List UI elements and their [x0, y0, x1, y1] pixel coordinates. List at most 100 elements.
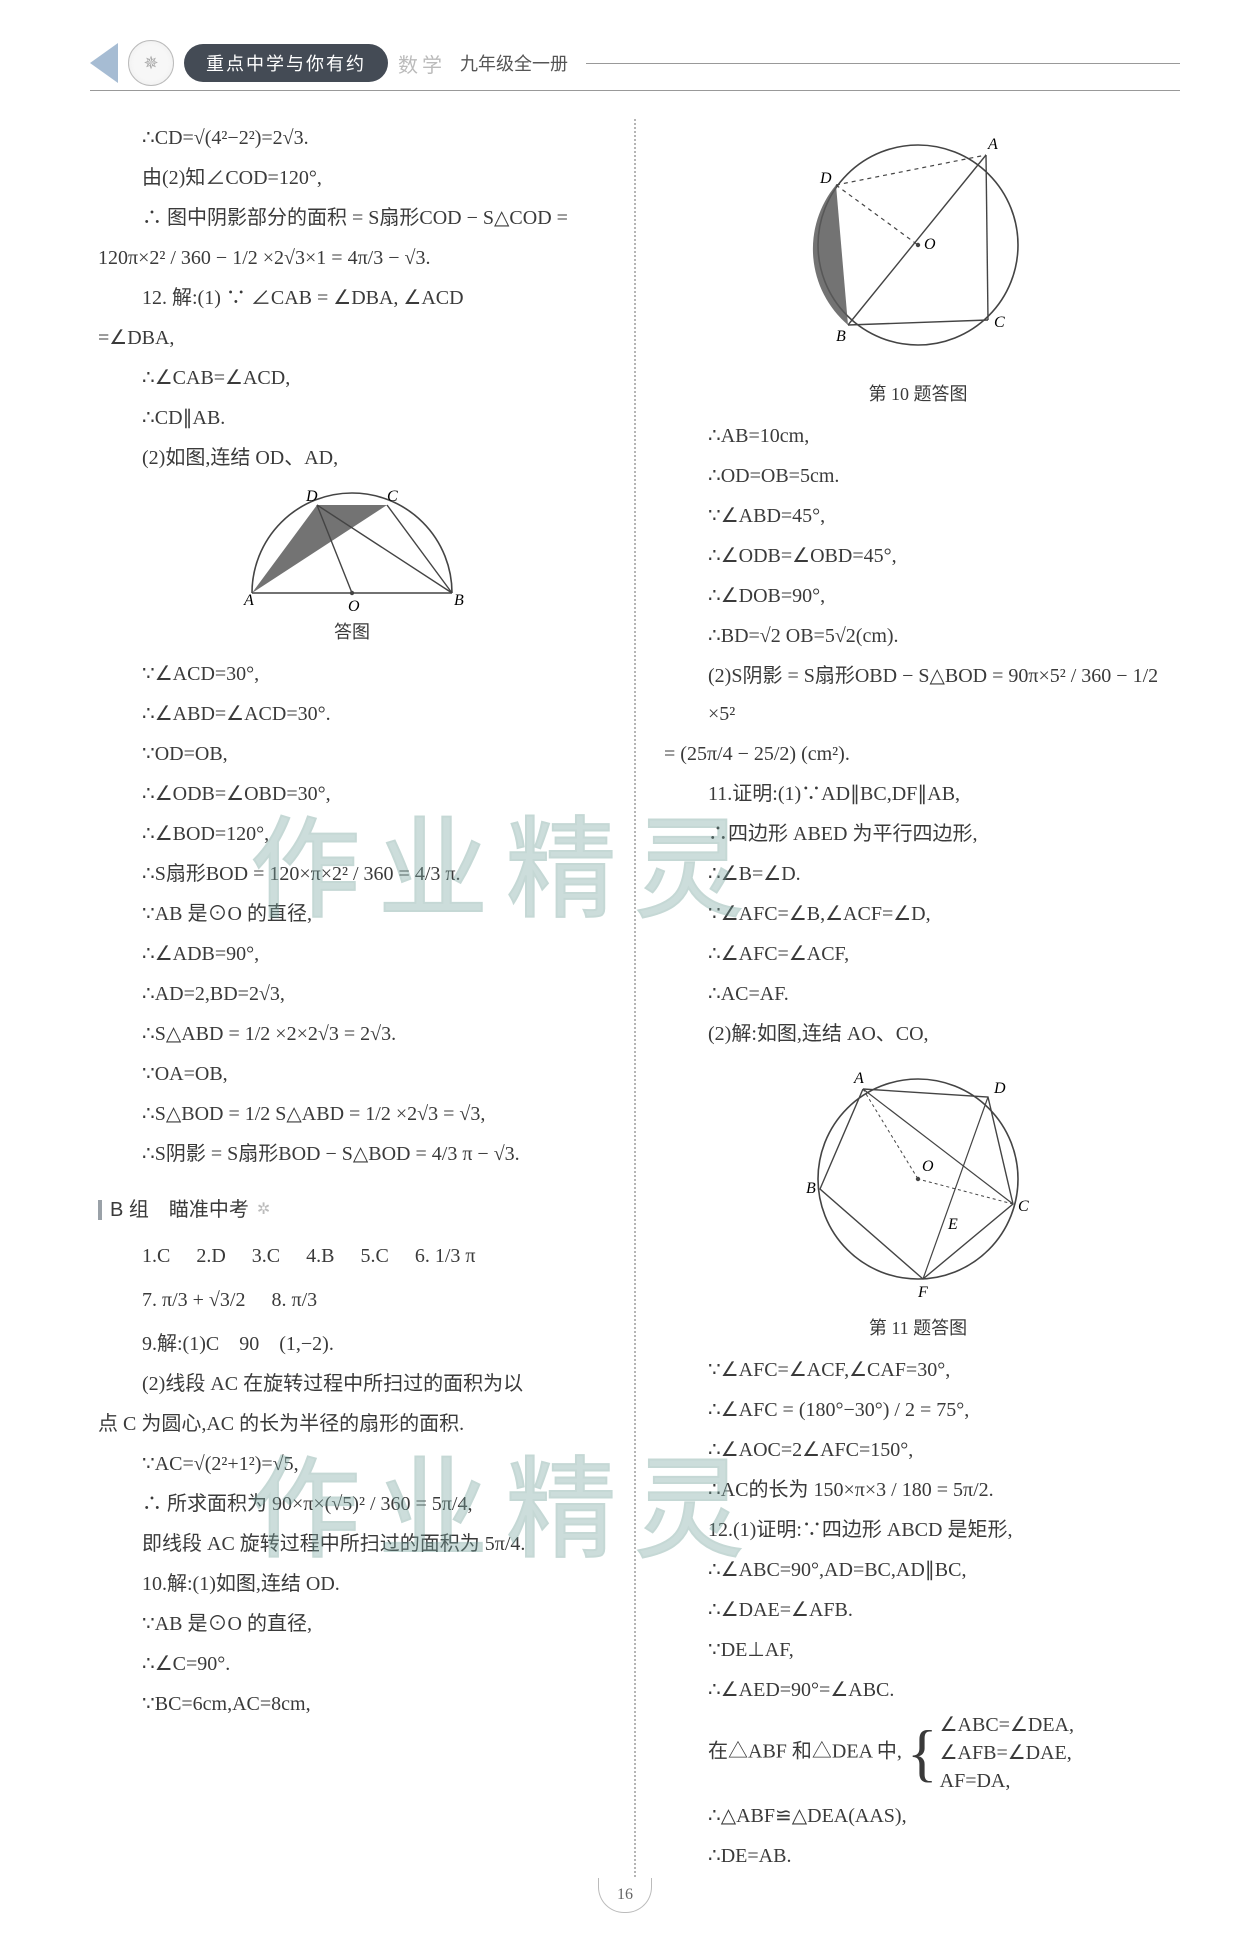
answer-row: 7. π/3 + √3/2 8. π/3 — [98, 1281, 606, 1319]
math-line: 9.解:(1)C 90 (1,−2). — [98, 1325, 606, 1363]
math-line: ∵AB 是⊙O 的直径, — [98, 1605, 606, 1643]
brace-intro: 在△ABF 和△DEA 中, — [708, 1741, 902, 1763]
math-line: ∴AC的长为 150×π×3 / 180 = 5π/2. — [664, 1471, 1172, 1509]
header-medal-icon: ✵ — [128, 40, 174, 86]
math-line: (2)如图,连结 OD、AD, — [98, 439, 606, 477]
math-line: ∴S△ABD = 1/2 ×2×2√3 = 2√3. — [98, 1015, 606, 1053]
math-line: (2)S阴影 = S扇形OBD − S△BOD = 90π×5² / 360 −… — [664, 657, 1172, 733]
grade-label: 九年级全一册 — [460, 50, 568, 76]
math-line: ∴CD=√(4²−2²)=2√3. — [98, 119, 606, 157]
math-line: 点 C 为圆心,AC 的长为半径的扇形的面积. — [98, 1405, 606, 1443]
answer-item: 8. π/3 — [271, 1281, 317, 1319]
math-line: ∴ 图中阴影部分的面积 = S扇形COD − S△COD = — [98, 199, 606, 237]
figure-q10: A B C D O 第 10 题答图 — [664, 125, 1172, 411]
math-line: 120π×2² / 360 − 1/2 ×2√3×1 = 4π/3 − √3. — [98, 239, 606, 277]
math-line: ∴∠AFC = (180°−30°) / 2 = 75°, — [664, 1391, 1172, 1429]
svg-text:C: C — [387, 488, 398, 505]
answer-item: 1.C — [142, 1237, 170, 1275]
header-rule — [586, 63, 1180, 64]
svg-text:B: B — [836, 328, 846, 345]
math-line: ∴BD=√2 OB=5√2(cm). — [664, 617, 1172, 655]
math-line: ∴∠AFC=∠ACF, — [664, 935, 1172, 973]
math-line: ∴∠C=90°. — [98, 1645, 606, 1683]
math-line: ∵∠ABD=45°, — [664, 497, 1172, 535]
math-line: ∴∠ABC=90°,AD=BC,AD∥BC, — [664, 1551, 1172, 1589]
svg-text:O: O — [924, 236, 936, 253]
series-title-pill: 重点中学与你有约 — [184, 44, 388, 82]
brace-item: ∠AFB=∠DAE, — [940, 1739, 1074, 1767]
math-line: ∴∠ABD=∠ACD=30°. — [98, 695, 606, 733]
math-line: ∵AB 是⊙O 的直径, — [98, 895, 606, 933]
svg-text:O: O — [348, 598, 360, 613]
svg-text:B: B — [454, 592, 464, 609]
math-line: ∵∠AFC=∠ACF,∠CAF=30°, — [664, 1351, 1172, 1389]
section-bar-icon — [98, 1200, 102, 1220]
content-columns: ∴CD=√(4²−2²)=2√3. 由(2)知∠COD=120°, ∴ 图中阴影… — [90, 119, 1180, 1877]
math-line: ∴AB=10cm, — [664, 417, 1172, 455]
svg-text:D: D — [993, 1080, 1006, 1097]
brace-line: 在△ABF 和△DEA 中, { ∠ABC=∠DEA, ∠AFB=∠DAE, A… — [664, 1711, 1172, 1795]
math-line: (2)解:如图,连结 AO、CO, — [664, 1015, 1172, 1053]
math-line: ∴∠ODB=∠OBD=45°, — [664, 537, 1172, 575]
header-triangle-icon — [90, 43, 118, 83]
page: ✵ 重点中学与你有约 数学 九年级全一册 作业精灵 作业精灵 ∴CD=√(4²−… — [0, 0, 1250, 1937]
page-number: 16 — [598, 1878, 652, 1913]
right-column: A B C D O 第 10 题答图 ∴AB=10cm, ∴OD=OB=5cm.… — [638, 119, 1180, 1877]
svg-text:F: F — [917, 1284, 928, 1301]
answer-item: 7. π/3 + √3/2 — [142, 1281, 245, 1319]
figure-caption: 第 11 题答图 — [664, 1311, 1172, 1345]
math-line: ∴S扇形BOD = 120×π×2² / 360 = 4/3 π. — [98, 855, 606, 893]
svg-text:B: B — [806, 1180, 816, 1197]
math-line: = (25π/4 − 25/2) (cm²). — [664, 735, 1172, 773]
math-line: ∵AC=√(2²+1²)=√5, — [98, 1445, 606, 1483]
math-line: ∵∠AFC=∠B,∠ACF=∠D, — [664, 895, 1172, 933]
math-line: ∵BC=6cm,AC=8cm, — [98, 1685, 606, 1723]
subject-label: 数学 — [398, 49, 446, 78]
math-line: ∴∠DAE=∠AFB. — [664, 1591, 1172, 1629]
svg-text:C: C — [994, 314, 1005, 331]
math-line: ∴∠DOB=90°, — [664, 577, 1172, 615]
math-line: 即线段 AC 旋转过程中所扫过的面积为 5π/4. — [98, 1525, 606, 1563]
math-line: (2)线段 AC 在旋转过程中所扫过的面积为以 — [98, 1365, 606, 1403]
math-line: ∴AD=2,BD=2√3, — [98, 975, 606, 1013]
math-line: ∴ 所求面积为 90×π×(√5)² / 360 = 5π/4, — [98, 1485, 606, 1523]
math-line: ∴S阴影 = S扇形BOD − S△BOD = 4/3 π − √3. — [98, 1135, 606, 1173]
figure-caption: 答图 — [98, 615, 606, 649]
math-line: ∴CD∥AB. — [98, 399, 606, 437]
svg-text:O: O — [922, 1158, 934, 1175]
svg-text:D: D — [305, 488, 318, 505]
sun-icon: ✲ — [257, 1195, 270, 1225]
figure-q11: A B C D E F O 第 11 题答图 — [664, 1059, 1172, 1345]
brace-item: ∠ABC=∠DEA, — [940, 1711, 1074, 1739]
svg-text:A: A — [243, 592, 254, 609]
math-line: ∴AC=AF. — [664, 975, 1172, 1013]
math-line: 12.(1)证明:∵四边形 ABCD 是矩形, — [664, 1511, 1172, 1549]
column-divider — [634, 119, 636, 1877]
math-line: 11.证明:(1)∵AD∥BC,DF∥AB, — [664, 775, 1172, 813]
answer-item: 5.C — [360, 1237, 388, 1275]
figure-answer: A B C D O 答图 — [98, 483, 606, 649]
math-line: ∴∠CAB=∠ACD, — [98, 359, 606, 397]
math-line: ∴四边形 ABED 为平行四边形, — [664, 815, 1172, 853]
math-line: 由(2)知∠COD=120°, — [98, 159, 606, 197]
math-line: 12. 解:(1) ∵ ∠CAB = ∠DBA, ∠ACD — [98, 279, 606, 317]
svg-text:E: E — [947, 1216, 958, 1233]
answer-item: 4.B — [306, 1237, 334, 1275]
math-line: ∴∠B=∠D. — [664, 855, 1172, 893]
math-line: ∴∠AOC=2∠AFC=150°, — [664, 1431, 1172, 1469]
math-line: ∴△ABF≌△DEA(AAS), — [664, 1797, 1172, 1835]
figure-caption: 第 10 题答图 — [664, 377, 1172, 411]
section-b-heading: B 组 瞄准中考 ✲ — [98, 1191, 606, 1229]
svg-text:A: A — [853, 1070, 864, 1087]
svg-text:D: D — [819, 170, 832, 187]
math-line: ∵∠ACD=30°, — [98, 655, 606, 693]
svg-text:C: C — [1018, 1198, 1029, 1215]
answer-item: 2.D — [196, 1237, 225, 1275]
math-line: ∴OD=OB=5cm. — [664, 457, 1172, 495]
math-line: 10.解:(1)如图,连结 OD. — [98, 1565, 606, 1603]
brace-block: { ∠ABC=∠DEA, ∠AFB=∠DAE, AF=DA, — [907, 1711, 1074, 1795]
answer-item: 3.C — [252, 1237, 280, 1275]
section-b-title: B 组 瞄准中考 — [110, 1191, 249, 1229]
answer-row: 1.C 2.D 3.C 4.B 5.C 6. 1/3 π — [98, 1237, 606, 1275]
brace-item: AF=DA, — [940, 1767, 1074, 1795]
